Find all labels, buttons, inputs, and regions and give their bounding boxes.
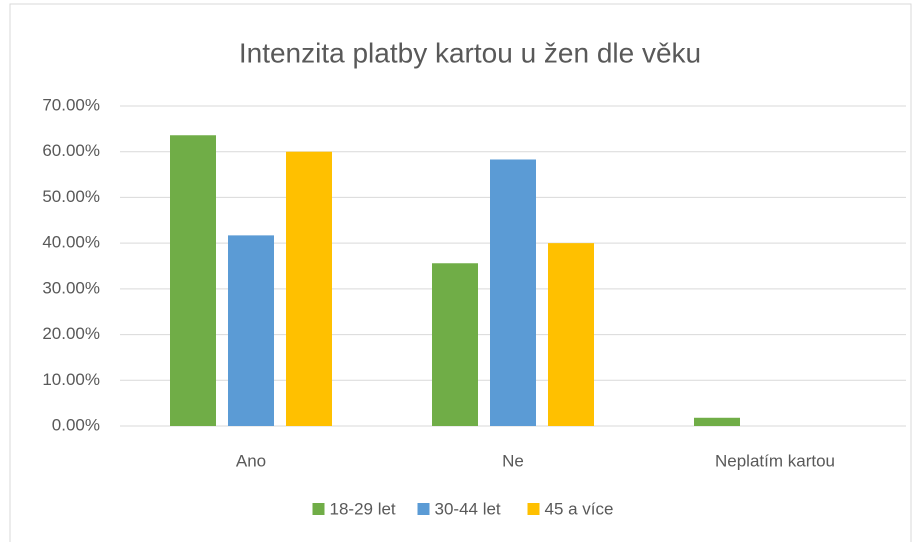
- y-tick-label: 50.00%: [42, 187, 100, 206]
- x-tick-label: Neplatím kartou: [715, 451, 835, 470]
- x-tick-label: Ne: [502, 451, 524, 470]
- bar: [228, 235, 274, 426]
- bar: [170, 135, 216, 426]
- bar: [432, 263, 478, 426]
- legend-label: 30-44 let: [435, 499, 501, 518]
- legend-swatch: [417, 503, 430, 515]
- bar: [548, 243, 594, 426]
- chart-title: Intenzita platby kartou u žen dle věku: [239, 37, 701, 68]
- y-tick-label: 20.00%: [42, 324, 100, 343]
- legend-label: 45 a více: [545, 499, 614, 518]
- y-tick-label: 30.00%: [42, 278, 100, 297]
- x-tick-label: Ano: [236, 451, 266, 470]
- y-tick-label: 70.00%: [42, 95, 100, 114]
- legend-swatch: [312, 503, 325, 515]
- y-tick-label: 10.00%: [42, 370, 100, 389]
- y-tick-label: 60.00%: [42, 141, 100, 160]
- bar: [490, 159, 536, 426]
- y-tick-label: 40.00%: [42, 233, 100, 252]
- bar: [286, 151, 332, 426]
- bar: [694, 417, 740, 426]
- legend-swatch: [527, 503, 540, 515]
- legend-label: 18-29 let: [330, 499, 396, 518]
- y-tick-label: 0.00%: [52, 415, 100, 434]
